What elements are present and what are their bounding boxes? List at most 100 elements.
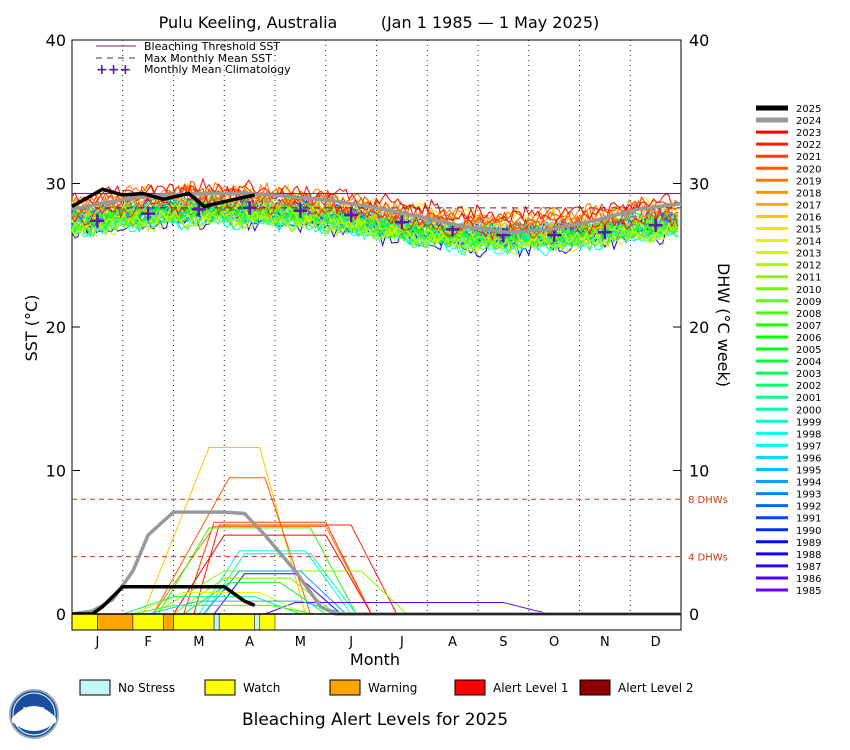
alert-strip: [71, 613, 682, 631]
y-tick-label-left: 30: [46, 175, 66, 194]
sst-line-2022: [71, 192, 679, 242]
y-tick-label-right: 10: [689, 462, 709, 481]
year-legend-label: 1997: [796, 441, 821, 452]
year-legend-label: 1989: [796, 538, 821, 549]
climatology-marker: [648, 218, 663, 233]
year-legend-label: 2022: [796, 140, 821, 151]
year-legend-label: 2008: [796, 309, 821, 320]
year-legend-label: 2019: [796, 176, 821, 187]
alert-strip-segment: [97, 613, 134, 631]
dhw-line-2025: [72, 584, 256, 616]
noaa-logo-text: NOAA: [23, 706, 46, 714]
alert-legend-swatch: [79, 679, 111, 696]
month-label: D: [651, 635, 661, 650]
alert-legend-swatch: [329, 679, 361, 696]
chart-title: Pulu Keeling, Australia: [159, 13, 338, 32]
legend-label-mmm: Max Monthly Mean SST: [144, 52, 272, 65]
sst-line-2012: [71, 209, 679, 254]
month-label: O: [549, 635, 559, 650]
alert-legend-label: No Stress: [118, 681, 175, 695]
dhw-threshold-label: 4 DHWs: [688, 553, 728, 564]
year-legend-label: 1985: [796, 586, 821, 597]
axes: 0 0 10 10 20 20 30 30 40 40 J F M A M J J A S O N D: [46, 31, 710, 650]
alert-legend-label: Watch: [243, 681, 280, 695]
year-legend-label: 2009: [796, 297, 821, 308]
sst-line-2025: [71, 187, 256, 209]
y-axis-label-left: SST (°C): [22, 295, 41, 362]
year-legend-label: 1999: [796, 417, 821, 428]
year-legend-label: 1990: [796, 526, 821, 537]
sst-line-2006: [71, 194, 679, 243]
plot-legend: Bleaching Threshold SST Max Monthly Mean…: [96, 40, 291, 78]
year-legend-label: 2017: [796, 200, 821, 211]
year-legend-label: 2002: [796, 381, 821, 392]
alert-strip-segment: [163, 613, 174, 631]
y-tick-label-left: 40: [46, 31, 66, 50]
year-legend-label: 2007: [796, 321, 821, 332]
month-label: N: [600, 635, 610, 650]
year-legend-label: 2012: [796, 261, 821, 272]
plot-area: [71, 39, 682, 615]
year-legend-label: 2004: [796, 357, 821, 368]
month-gridlines: [122, 40, 631, 614]
dhw-threshold-label: 8 DHWs: [688, 495, 728, 506]
year-legend-label: 2000: [796, 405, 821, 416]
year-legend-label: 2015: [796, 225, 821, 236]
sst-series: [71, 177, 679, 259]
climatology-marker: [547, 228, 562, 243]
year-legend-label: 1991: [796, 514, 821, 525]
year-legend-label: 2006: [796, 333, 821, 344]
alert-strip-segment: [218, 613, 255, 631]
plot-frame: [71, 39, 682, 615]
year-legend-label: 2013: [796, 249, 821, 260]
year-legend-label: 2014: [796, 237, 821, 248]
y-tick-label-left: 20: [46, 318, 66, 337]
year-legend-label: 2016: [796, 212, 821, 223]
climatology-marker: [141, 206, 156, 221]
alert-legend-swatch: [204, 679, 236, 696]
chart-date-range: (Jan 1 1985 — 1 May 2025): [381, 13, 600, 32]
climatology-marker: [344, 208, 359, 223]
year-legend-label: 2005: [796, 345, 821, 356]
year-legend: 2025202420232022202120202019201820172016…: [756, 104, 821, 597]
legend-label-threshold: Bleaching Threshold SST: [144, 40, 280, 53]
month-label: M: [295, 635, 306, 650]
year-legend-label: 2023: [796, 128, 821, 139]
climatology-marker: [293, 203, 308, 218]
year-legend-label: 2003: [796, 369, 821, 380]
alert-strip-segment: [259, 613, 276, 631]
alert-strip-segment: [132, 613, 164, 631]
sst-line-2024: [71, 191, 682, 235]
year-legend-label: 1988: [796, 550, 821, 561]
x-axis-label: Month: [350, 650, 400, 669]
year-legend-label: 1993: [796, 490, 821, 501]
month-label: S: [499, 635, 507, 650]
y-tick-label-right: 0: [689, 605, 699, 624]
y-axis-label-right: DHW (°C week): [714, 263, 733, 387]
climatology-marker: [90, 213, 105, 228]
month-label: A: [448, 635, 457, 650]
alert-level-legend: No Stress Watch Warning Alert Level 1 Alert …: [79, 679, 694, 696]
y-tick-label-right: 30: [689, 175, 709, 194]
climatology-marker: [394, 215, 409, 230]
sst-line-2008: [71, 205, 679, 251]
sst-line-2013: [71, 210, 679, 256]
year-legend-label: 2021: [796, 152, 821, 163]
bottom-title: Bleaching Alert Levels for 2025: [242, 710, 508, 730]
climatology-marker: [242, 200, 257, 215]
month-label: M: [193, 635, 204, 650]
month-label: J: [94, 635, 99, 650]
year-legend-label: 2020: [796, 164, 821, 175]
year-legend-label: 2011: [796, 273, 821, 284]
y-tick-label-left: 10: [46, 462, 66, 481]
year-legend-label: 2001: [796, 393, 821, 404]
sst-line-2023: [71, 177, 679, 223]
highlight-series: [71, 187, 682, 616]
year-legend-label: 2024: [796, 116, 821, 127]
alert-strip-segment: [71, 613, 98, 631]
climatology-marker: [191, 202, 206, 217]
month-label: J: [348, 635, 353, 650]
year-legend-label: 1995: [796, 466, 821, 477]
year-legend-label: 2010: [796, 285, 821, 296]
